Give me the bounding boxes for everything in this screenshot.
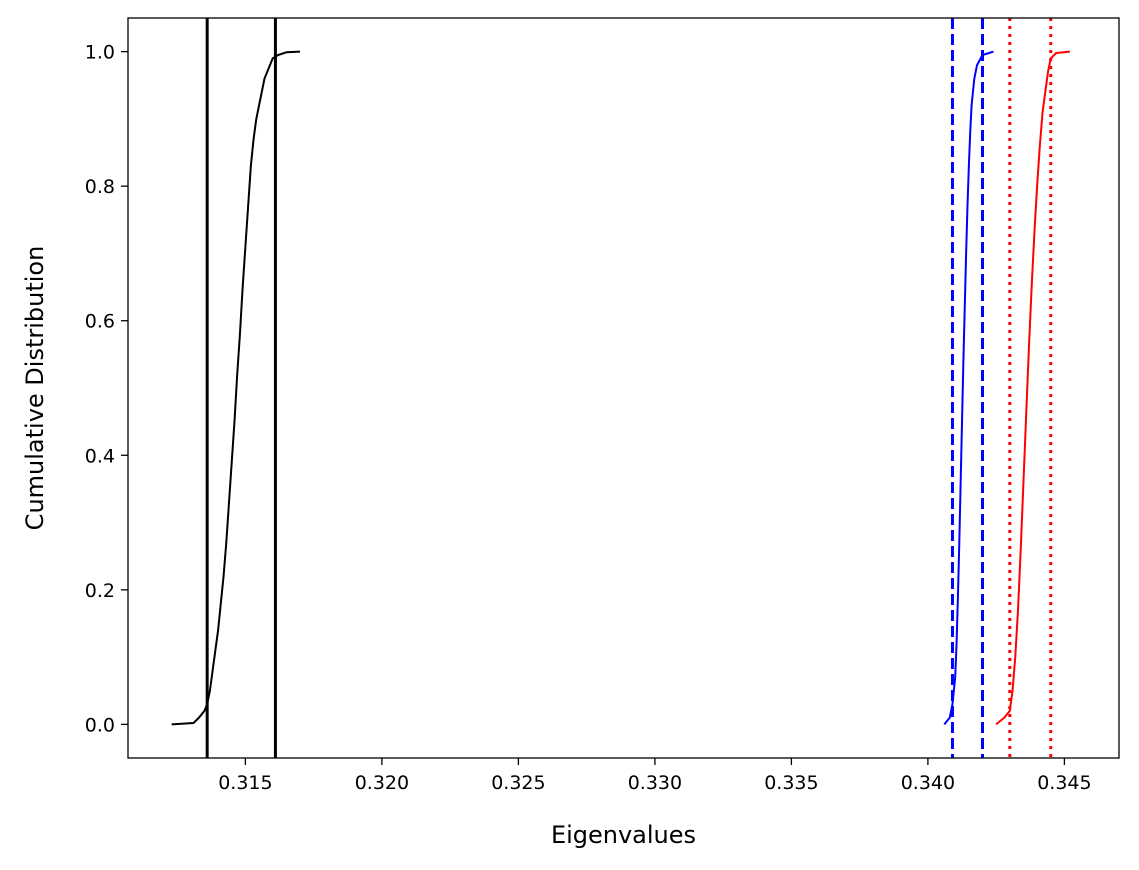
- y-tick-label: 0.0: [85, 714, 115, 736]
- x-tick-label: 0.345: [1037, 772, 1091, 794]
- cdf-series-line-1: [171, 50, 301, 726]
- x-tick-label: 0.325: [491, 772, 545, 794]
- x-axis-ticks: 0.315 0.320 0.325 0.330 0.335 0.340 0.345: [218, 758, 1092, 794]
- y-tick-label: 0.4: [85, 445, 115, 467]
- y-axis-label: Cumulative Distribution: [21, 246, 49, 531]
- x-tick-label: 0.330: [628, 772, 682, 794]
- cdf-series-line-3: [995, 50, 1070, 726]
- cdf-series-line-2: [943, 50, 994, 725]
- x-axis-label: Eigenvalues: [551, 821, 696, 849]
- x-tick-label: 0.315: [218, 772, 272, 794]
- x-tick-label: 0.320: [355, 772, 409, 794]
- y-tick-label: 1.0: [85, 42, 115, 64]
- x-tick-label: 0.340: [901, 772, 955, 794]
- plot-area: [171, 18, 1070, 758]
- y-tick-label: 0.2: [85, 580, 115, 602]
- x-tick-label: 0.335: [764, 772, 818, 794]
- y-axis-ticks: 0.0 0.2 0.4 0.6 0.8 1.0: [85, 42, 128, 736]
- y-tick-label: 0.8: [85, 176, 115, 198]
- y-tick-label: 0.6: [85, 311, 115, 333]
- axes-frame: [127, 17, 1120, 759]
